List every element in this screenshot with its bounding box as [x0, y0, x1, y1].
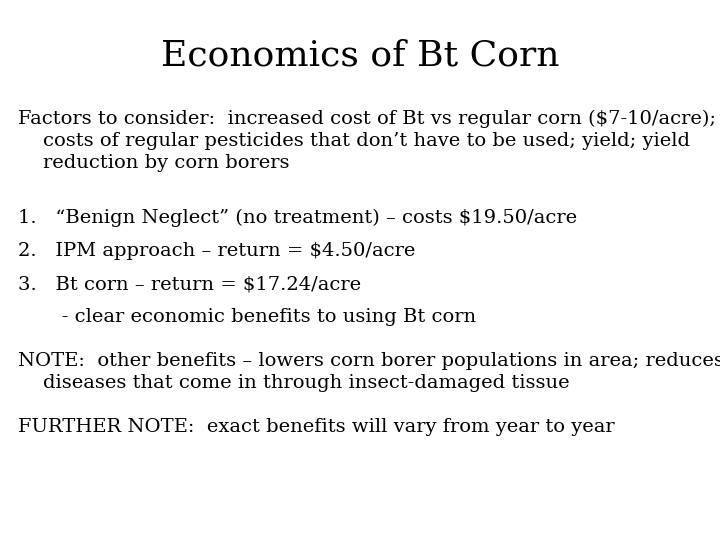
Text: diseases that come in through insect-damaged tissue: diseases that come in through insect-dam…: [18, 374, 570, 392]
Text: NOTE:  other benefits – lowers corn borer populations in area; reduces: NOTE: other benefits – lowers corn borer…: [18, 352, 720, 370]
Text: 2.   IPM approach – return = $4.50/acre: 2. IPM approach – return = $4.50/acre: [18, 242, 415, 260]
Text: costs of regular pesticides that don’t have to be used; yield; yield: costs of regular pesticides that don’t h…: [18, 132, 690, 150]
Text: FURTHER NOTE:  exact benefits will vary from year to year: FURTHER NOTE: exact benefits will vary f…: [18, 418, 615, 436]
Text: - clear economic benefits to using Bt corn: - clear economic benefits to using Bt co…: [18, 308, 476, 326]
Text: 3.   Bt corn – return = $17.24/acre: 3. Bt corn – return = $17.24/acre: [18, 275, 361, 293]
Text: Economics of Bt Corn: Economics of Bt Corn: [161, 38, 559, 72]
Text: Factors to consider:  increased cost of Bt vs regular corn ($7-10/acre);: Factors to consider: increased cost of B…: [18, 110, 716, 128]
Text: 1.   “Benign Neglect” (no treatment) – costs $19.50/acre: 1. “Benign Neglect” (no treatment) – cos…: [18, 209, 577, 227]
Text: reduction by corn borers: reduction by corn borers: [18, 154, 289, 172]
